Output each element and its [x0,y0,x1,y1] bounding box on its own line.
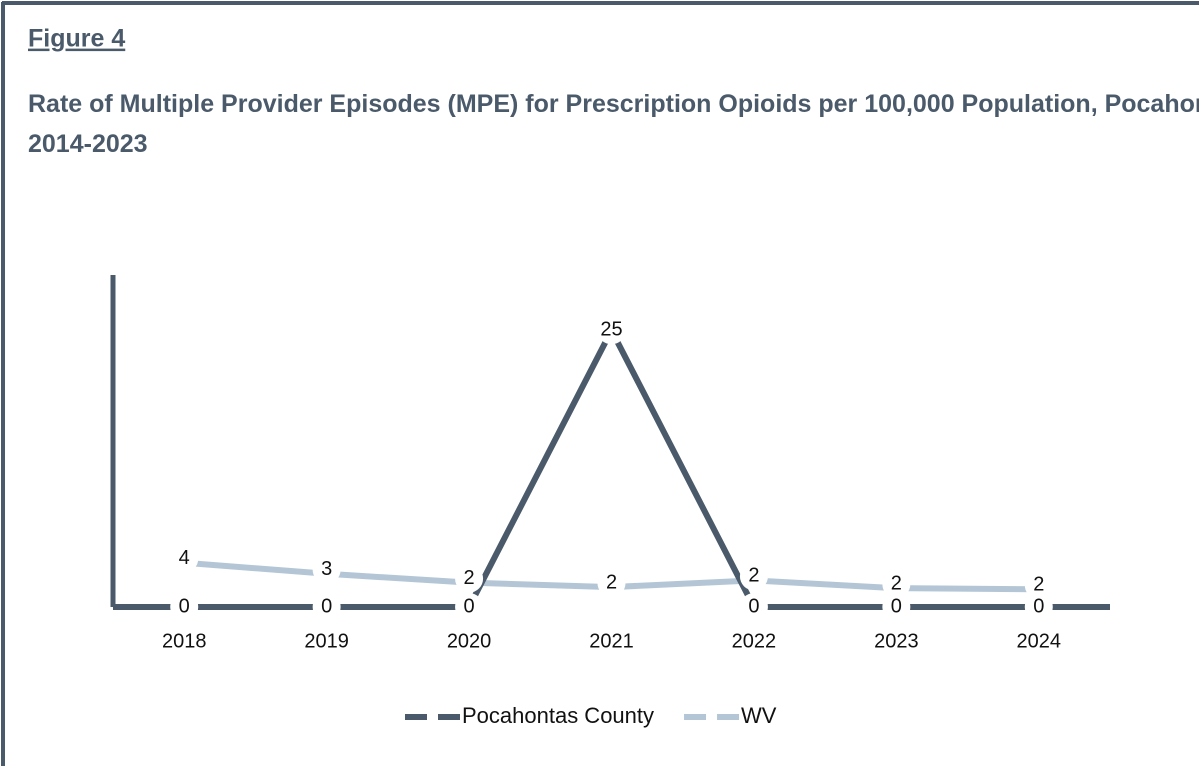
x-tick-label: 2022 [732,630,777,652]
data-label: 0 [891,595,902,617]
label-background [455,593,484,621]
x-tick-label: 2018 [162,630,207,652]
label-background [312,555,341,584]
data-label: 0 [179,595,190,617]
x-tick-label: 2024 [1017,630,1062,652]
data-label: 3 [321,558,332,580]
data-label: 4 [179,547,190,569]
figure-label: Figure 4 [28,25,125,53]
label-background [882,570,911,599]
label-background [170,544,199,573]
label-background [882,593,911,621]
label-background [455,564,484,593]
label-background [597,569,626,598]
data-label: 0 [748,595,759,617]
data-label: 2 [464,567,475,589]
data-label: 0 [321,595,332,617]
label-background [597,316,626,345]
x-tick-label: 2019 [304,630,349,652]
data-label: 25 [600,319,622,341]
label-background [1024,593,1053,621]
x-tick-label: 2020 [447,630,492,652]
legend-label: WV [741,703,777,728]
x-tick-label: 2021 [589,630,634,652]
chart-title: Rate of Multiple Provider Episodes (MPE)… [28,90,1199,158]
line-series [113,323,1110,610]
label-background [739,562,768,591]
data-label: 2 [606,571,617,593]
label-background [312,593,341,621]
x-tick-label: 2023 [874,630,919,652]
data-label: 2 [891,572,902,594]
legend-label: Pocahontas County [462,703,654,728]
data-label: 2 [748,565,759,587]
label-background [1024,571,1053,600]
data-label: 0 [1033,595,1044,617]
data-label: 0 [464,595,475,617]
data-label: 2 [1033,574,1044,596]
label-background [739,593,768,621]
label-background [170,593,199,621]
